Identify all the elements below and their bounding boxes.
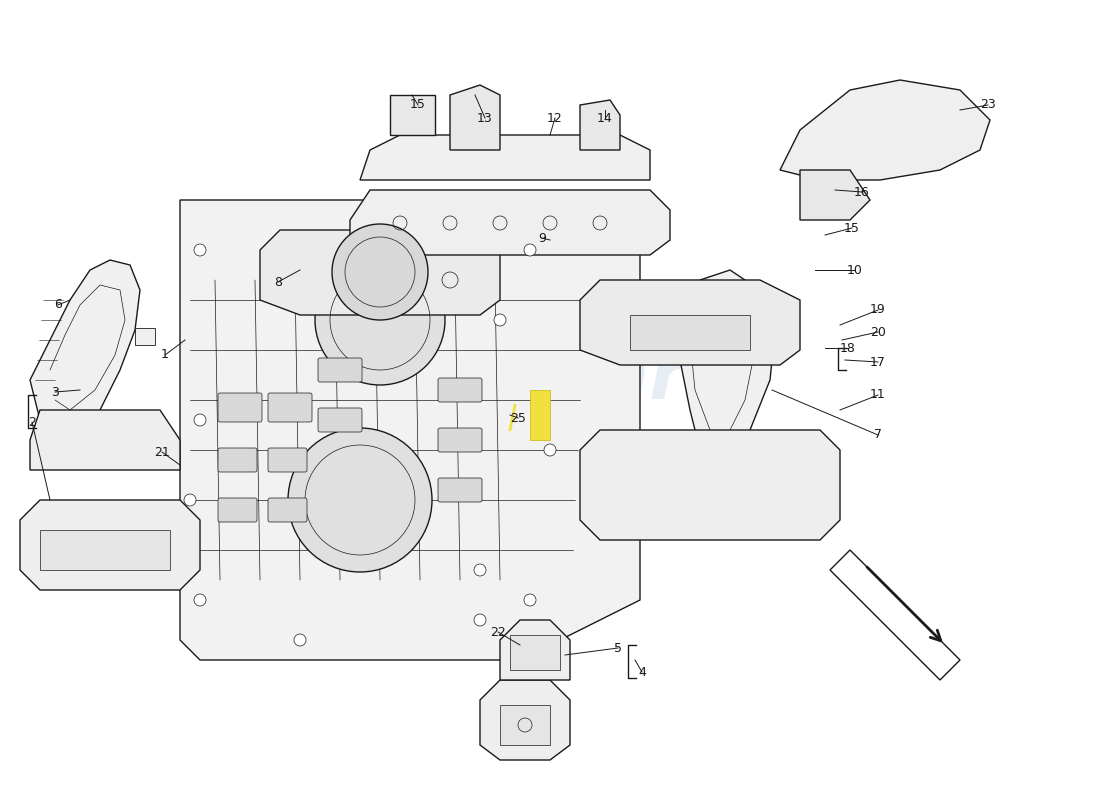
Text: 18: 18 <box>840 342 856 354</box>
Polygon shape <box>580 280 800 365</box>
Text: 2: 2 <box>29 415 36 429</box>
Text: 19: 19 <box>870 303 886 317</box>
Polygon shape <box>450 85 500 150</box>
FancyBboxPatch shape <box>218 393 262 422</box>
Circle shape <box>294 634 306 646</box>
Text: 17: 17 <box>870 355 886 369</box>
FancyBboxPatch shape <box>318 408 362 432</box>
Polygon shape <box>510 635 560 670</box>
Text: 5: 5 <box>614 642 622 654</box>
Text: 3: 3 <box>51 386 59 398</box>
Circle shape <box>184 494 196 506</box>
Circle shape <box>315 255 446 385</box>
Circle shape <box>524 244 536 256</box>
Polygon shape <box>780 80 990 180</box>
FancyBboxPatch shape <box>268 448 307 472</box>
Text: 12: 12 <box>547 111 563 125</box>
Circle shape <box>494 314 506 326</box>
Circle shape <box>474 564 486 576</box>
Text: 21: 21 <box>154 446 169 458</box>
Text: 23: 23 <box>980 98 996 111</box>
FancyBboxPatch shape <box>268 498 307 522</box>
Text: 14: 14 <box>597 111 613 125</box>
Text: 20: 20 <box>870 326 886 338</box>
Text: 10: 10 <box>847 263 862 277</box>
Text: 7: 7 <box>874 429 882 442</box>
FancyBboxPatch shape <box>438 428 482 452</box>
Polygon shape <box>800 170 870 220</box>
Polygon shape <box>260 230 500 315</box>
Polygon shape <box>630 315 750 350</box>
Polygon shape <box>135 328 155 345</box>
Polygon shape <box>500 620 570 680</box>
Polygon shape <box>180 200 640 660</box>
Text: 22: 22 <box>491 626 506 638</box>
Circle shape <box>474 614 486 626</box>
Polygon shape <box>40 530 170 570</box>
Circle shape <box>288 428 432 572</box>
Text: 6: 6 <box>54 298 62 311</box>
Polygon shape <box>500 705 550 745</box>
Text: 11: 11 <box>870 389 886 402</box>
FancyBboxPatch shape <box>218 498 257 522</box>
Polygon shape <box>830 550 960 680</box>
FancyBboxPatch shape <box>218 448 257 472</box>
Polygon shape <box>30 260 140 430</box>
Circle shape <box>194 414 206 426</box>
FancyBboxPatch shape <box>438 478 482 502</box>
FancyBboxPatch shape <box>268 393 312 422</box>
Text: 1: 1 <box>161 349 169 362</box>
Circle shape <box>194 594 206 606</box>
Polygon shape <box>580 430 840 540</box>
Polygon shape <box>580 100 620 150</box>
FancyBboxPatch shape <box>318 358 362 382</box>
Text: 15: 15 <box>410 98 426 111</box>
Circle shape <box>332 224 428 320</box>
Circle shape <box>544 444 556 456</box>
Polygon shape <box>20 500 200 590</box>
Polygon shape <box>30 410 180 470</box>
Polygon shape <box>680 270 775 470</box>
Text: 4: 4 <box>638 666 646 678</box>
Text: 13: 13 <box>477 111 493 125</box>
Polygon shape <box>360 135 650 180</box>
Text: a passion for parts since 1985: a passion for parts since 1985 <box>403 435 697 454</box>
Circle shape <box>194 244 206 256</box>
Polygon shape <box>530 390 550 440</box>
Polygon shape <box>480 680 570 760</box>
Text: 8: 8 <box>274 275 282 289</box>
Text: 16: 16 <box>854 186 870 198</box>
Polygon shape <box>350 190 670 255</box>
Text: 15: 15 <box>844 222 860 234</box>
Text: 9: 9 <box>538 231 546 245</box>
Text: 25: 25 <box>510 411 526 425</box>
FancyBboxPatch shape <box>438 378 482 402</box>
Polygon shape <box>390 95 435 135</box>
Text: eurocars: eurocars <box>372 346 728 414</box>
Circle shape <box>524 594 536 606</box>
